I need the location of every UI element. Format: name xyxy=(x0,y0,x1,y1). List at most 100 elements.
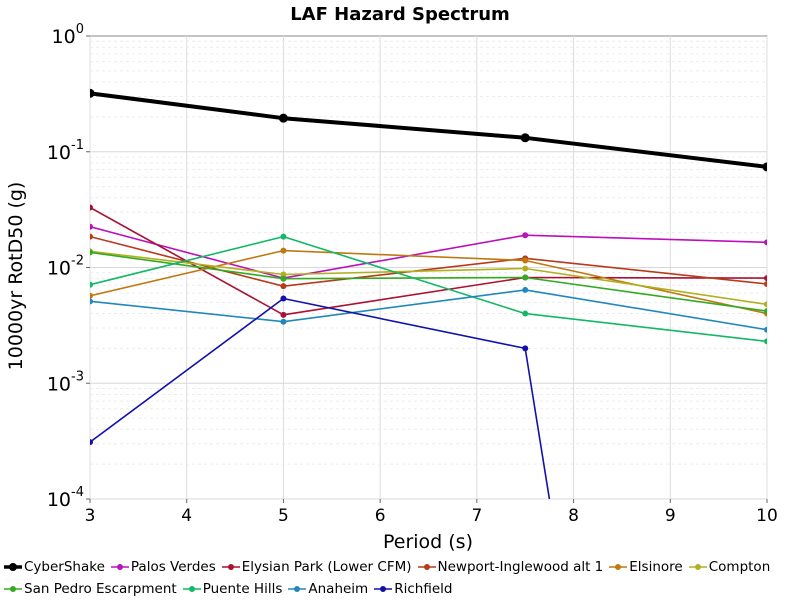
series-puente-hills xyxy=(90,233,767,345)
legend-swatch xyxy=(4,563,22,571)
y-tick-label: 10-3 xyxy=(47,369,84,395)
x-tick-label: 9 xyxy=(665,506,676,526)
data-point xyxy=(522,232,529,239)
data-point xyxy=(764,281,767,288)
x-tick-label: 7 xyxy=(471,506,482,526)
grid xyxy=(89,36,768,500)
data-point xyxy=(280,295,287,302)
axes: 3 4 5 6 7 8 9 10 10-4 10-3 10-2 10-1 100 xyxy=(47,22,778,526)
legend-swatch xyxy=(182,586,201,592)
legend: CyberShake Palos Verdes Elysian Park (Lowe… xyxy=(0,556,800,600)
legend-label: Elsinore xyxy=(629,559,683,575)
legend-item: Compton xyxy=(688,559,771,575)
data-point xyxy=(90,204,93,211)
y-tick-label: 10-4 xyxy=(47,485,84,511)
series-compton xyxy=(90,248,767,308)
series-line xyxy=(90,91,767,169)
data-point xyxy=(90,233,93,240)
series-cybershake xyxy=(90,88,767,172)
series-line xyxy=(90,297,551,499)
legend-label: Richfield xyxy=(394,581,453,597)
data-point xyxy=(90,439,93,446)
y-axis-label: 10000yr RotD50 (g) xyxy=(5,182,27,371)
data-point xyxy=(280,233,287,240)
legend-item: Elsinore xyxy=(609,559,683,575)
x-tick-label: 3 xyxy=(85,506,96,526)
data-point xyxy=(90,223,93,230)
x-tick-label: 4 xyxy=(181,506,192,526)
data-point xyxy=(522,265,529,272)
legend-swatch xyxy=(688,564,707,570)
data-point xyxy=(522,345,529,352)
data-point xyxy=(522,286,529,293)
data-point xyxy=(280,318,287,325)
legend-item: Richfield xyxy=(374,581,452,597)
x-tick-label: 10 xyxy=(756,506,778,526)
legend-item: Elysian Park (Lower CFM) xyxy=(221,559,412,575)
legend-item: CyberShake xyxy=(4,559,105,575)
legend-swatch xyxy=(110,564,129,570)
data-point xyxy=(280,275,287,282)
legend-swatch xyxy=(374,586,393,592)
y-tick-label: 10-2 xyxy=(47,254,84,280)
data-point xyxy=(764,301,767,308)
legend-item: San Pedro Escarpment xyxy=(4,581,177,597)
series-san-pedro-escarpment xyxy=(90,249,767,315)
x-axis-label: Period (s) xyxy=(383,531,473,553)
data-point xyxy=(522,274,529,281)
data-point xyxy=(90,292,93,299)
data-point xyxy=(278,113,288,123)
x-tick-label: 8 xyxy=(568,506,579,526)
chart: LAF Hazard Spectrum 3 4 5 6 7 8 9 10 10-4 10-3 10-… xyxy=(5,4,778,553)
legend-row: San Pedro Escarpment Puente Hills Anaheim R… xyxy=(0,578,800,600)
data-point xyxy=(280,311,287,318)
chart-title: LAF Hazard Spectrum xyxy=(290,4,510,25)
data-point xyxy=(90,281,93,288)
series-line xyxy=(90,235,767,343)
data-point xyxy=(764,326,767,333)
legend-label: San Pedro Escarpment xyxy=(24,581,177,597)
data-point xyxy=(280,271,287,278)
legend-label: Compton xyxy=(708,559,771,575)
data-point xyxy=(90,298,93,305)
legend-label: Puente Hills xyxy=(202,581,283,597)
data-point xyxy=(280,247,287,254)
series-richfield xyxy=(90,295,551,499)
y-tick-label: 10-1 xyxy=(47,138,84,164)
legend-label: CyberShake xyxy=(24,559,105,575)
legend-item: Newport-Inglewood alt 1 xyxy=(417,559,604,575)
legend-label: Palos Verdes xyxy=(130,559,216,575)
legend-item: Puente Hills xyxy=(182,581,283,597)
series-layer xyxy=(90,88,767,499)
data-point xyxy=(762,162,767,172)
legend-label: Newport-Inglewood alt 1 xyxy=(437,559,604,575)
series-line xyxy=(90,225,767,279)
series-line xyxy=(90,289,767,331)
legend-swatch xyxy=(221,564,240,570)
data-point xyxy=(520,133,530,143)
legend-label: Anaheim xyxy=(308,581,369,597)
legend-swatch xyxy=(4,586,22,592)
data-point xyxy=(90,88,95,98)
data-point xyxy=(764,239,767,246)
data-point xyxy=(764,308,767,315)
data-point xyxy=(522,257,529,264)
legend-swatch xyxy=(417,564,436,570)
legend-swatch xyxy=(609,564,628,570)
data-point xyxy=(764,275,767,282)
series-line xyxy=(90,251,767,312)
data-point xyxy=(522,310,529,317)
legend-label: Elysian Park (Lower CFM) xyxy=(241,559,412,575)
series-line xyxy=(90,250,767,306)
legend-item: Anaheim xyxy=(288,581,368,597)
legend-swatch xyxy=(288,586,307,592)
data-point xyxy=(764,338,767,345)
y-tick-label: 100 xyxy=(52,22,84,48)
legend-row: CyberShake Palos Verdes Elysian Park (Lowe… xyxy=(0,556,800,578)
x-tick-label: 5 xyxy=(278,506,289,526)
legend-item: Palos Verdes xyxy=(110,559,216,575)
series-anaheim xyxy=(90,286,767,333)
data-point xyxy=(280,283,287,290)
data-point xyxy=(90,249,93,256)
x-tick-label: 6 xyxy=(375,506,386,526)
